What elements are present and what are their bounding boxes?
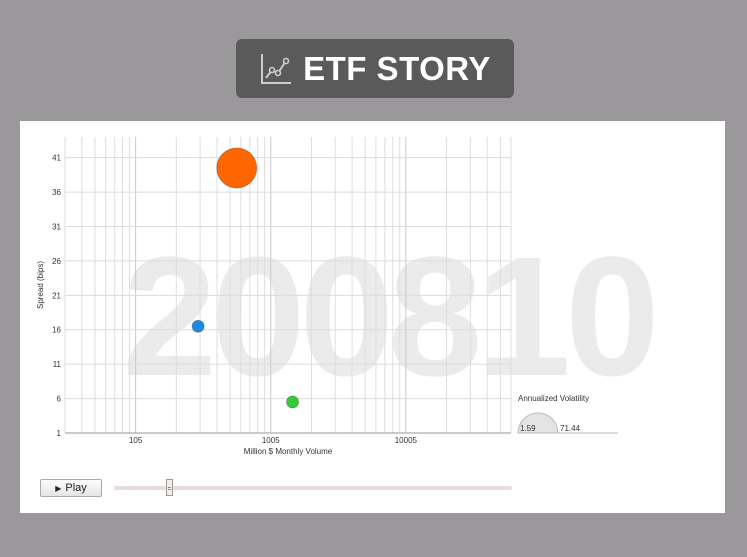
play-button-label: Play: [65, 482, 87, 494]
play-button[interactable]: ▶ Play: [40, 479, 102, 497]
time-slider-handle[interactable]: [165, 479, 173, 496]
y-tick-label: 41: [52, 154, 61, 163]
page-title: ETF STORY: [303, 49, 491, 87]
size-legend-shape: [517, 412, 559, 434]
x-axis-title: Million $ Monthly Volume: [244, 447, 333, 456]
x-tick-label: 1005: [262, 436, 280, 445]
x-tick-label: 10005: [395, 436, 418, 445]
size-legend-max-label: 71.44: [560, 424, 581, 433]
size-legend-title: Annualized Volatility: [518, 394, 589, 403]
data-point: [191, 319, 205, 333]
title-banner: ETF STORY: [236, 39, 514, 98]
y-tick-label: 6: [57, 395, 62, 404]
data-point: [286, 395, 300, 409]
y-tick-label: 21: [52, 291, 61, 300]
y-tick-label: 36: [52, 188, 61, 197]
play-icon: ▶: [55, 483, 62, 493]
background-period-label: 200810: [122, 222, 653, 412]
y-tick-label: 26: [52, 257, 61, 266]
y-tick-label: 31: [52, 222, 61, 231]
time-slider-track[interactable]: [114, 486, 512, 490]
y-axis-title: Spread (bips): [36, 261, 45, 309]
y-tick-label: 16: [52, 326, 61, 335]
chart-panel: 200810 1 6 11 16 21 26 31 36 41 105 1005 10005 Millio…: [20, 121, 725, 513]
slider-grip-icon: [167, 487, 171, 488]
y-tick-label: 11: [53, 360, 62, 369]
line-chart-icon: [261, 53, 292, 84]
x-tick-label: 105: [129, 436, 143, 445]
y-tick-label: 1: [57, 429, 62, 438]
data-point: [216, 147, 258, 189]
size-legend-min-label: 1.59: [520, 424, 536, 433]
